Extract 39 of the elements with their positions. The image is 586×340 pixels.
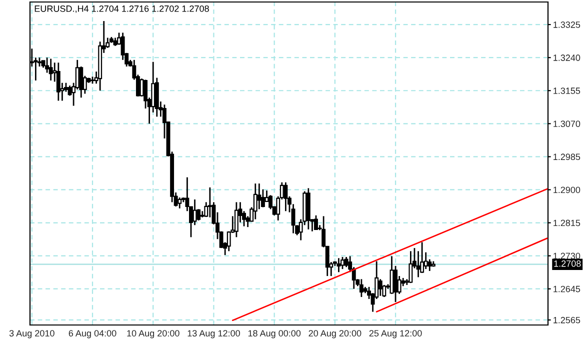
candlestick bbox=[192, 198, 197, 226]
candlestick bbox=[257, 182, 262, 210]
candlestick bbox=[56, 62, 60, 102]
candlestick bbox=[120, 32, 125, 61]
x-tick-label: 25 Aug 12:00 bbox=[369, 330, 422, 338]
candlestick bbox=[378, 278, 382, 297]
x-tick-label: 10 Aug 20:00 bbox=[127, 330, 180, 338]
y-tick-label: 1.3070 bbox=[554, 120, 580, 128]
candlestick bbox=[408, 250, 413, 284]
y-tick-label: 1.2565 bbox=[554, 316, 580, 324]
candlestick bbox=[420, 242, 424, 274]
candlestick bbox=[314, 214, 318, 230]
ref-line-label: 1.2708 bbox=[554, 260, 581, 267]
y-tick-label: 1.3155 bbox=[554, 88, 580, 94]
candlestick bbox=[340, 256, 344, 270]
x-tick-label: 13 Aug 12:00 bbox=[188, 330, 240, 338]
candlestick bbox=[284, 182, 288, 212]
candlestick bbox=[359, 278, 364, 298]
candlestick bbox=[253, 182, 258, 220]
candlestick bbox=[428, 258, 432, 272]
candlestick bbox=[234, 201, 238, 238]
candlestick bbox=[178, 196, 182, 210]
candlestick bbox=[336, 257, 341, 273]
x-tick-label: 6 Aug 04:00 bbox=[68, 330, 116, 338]
y-tick-label: 1.2900 bbox=[554, 186, 580, 194]
y-tick-label: 1.2645 bbox=[554, 286, 580, 292]
y-tick-label: 1.3240 bbox=[554, 54, 580, 61]
candlestick bbox=[344, 256, 348, 268]
candlestick bbox=[416, 250, 420, 278]
x-tick-label: 20 Aug 20:00 bbox=[308, 330, 362, 338]
y-tick-label: 1.3325 bbox=[554, 22, 580, 28]
y-tick-label: 1.2985 bbox=[554, 154, 580, 160]
candlestick bbox=[394, 265, 398, 303]
y-tick-label: 1.2730 bbox=[554, 252, 580, 260]
x-tick-label: 3 Aug 2010 bbox=[9, 330, 54, 338]
x-tick-label: 18 Aug 00:00 bbox=[248, 330, 301, 338]
chart-title: EURUSD.,H4 1.2704 1.2716 1.2702 1.2708 bbox=[34, 5, 209, 13]
y-tick-label: 1.2815 bbox=[554, 220, 580, 226]
candlestick bbox=[48, 58, 53, 82]
